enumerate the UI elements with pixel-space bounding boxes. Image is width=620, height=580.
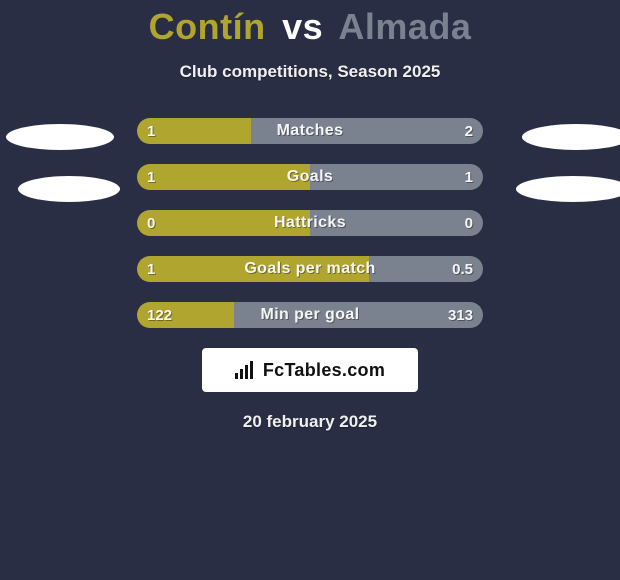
player2-badge-placeholder-2 — [516, 176, 620, 202]
player2-name: Almada — [338, 6, 471, 47]
stat-left-value: 122 — [137, 302, 182, 328]
player1-name: Contín — [149, 6, 266, 47]
stat-row: 1 2Matches — [137, 118, 483, 144]
stat-row: 1 0.5Goals per match — [137, 256, 483, 282]
stat-right-value: 1 — [455, 164, 483, 190]
player1-badge-placeholder-2 — [18, 176, 120, 202]
brand-text: FcTables.com — [263, 360, 385, 381]
stat-right-value: 313 — [438, 302, 483, 328]
stat-row: 1 1Goals — [137, 164, 483, 190]
comparison-title: Contín vs Almada — [0, 0, 620, 48]
subtitle: Club competitions, Season 2025 — [0, 62, 620, 82]
bar-chart-icon — [235, 361, 257, 379]
snapshot-date: 20 february 2025 — [0, 412, 620, 432]
stat-right-value: 0.5 — [442, 256, 483, 282]
vs-label: vs — [282, 6, 323, 47]
stat-label: Hattricks — [137, 210, 483, 236]
stat-left-value: 1 — [137, 256, 165, 282]
player2-badge-placeholder-1 — [522, 124, 620, 150]
stats-container: 12Matches11Goals00Hattricks10.5Goals per… — [137, 118, 483, 328]
stat-label: Matches — [137, 118, 483, 144]
stat-label: Min per goal — [137, 302, 483, 328]
stat-left-value: 1 — [137, 118, 165, 144]
stat-left-value: 0 — [137, 210, 165, 236]
stat-right-value: 0 — [455, 210, 483, 236]
brand-box: FcTables.com — [202, 348, 418, 392]
stat-row: 122 313Min per goal — [137, 302, 483, 328]
stat-label: Goals — [137, 164, 483, 190]
stat-row: 0 0Hattricks — [137, 210, 483, 236]
stat-label: Goals per match — [137, 256, 483, 282]
stat-right-value: 2 — [455, 118, 483, 144]
player1-badge-placeholder-1 — [6, 124, 114, 150]
stat-left-value: 1 — [137, 164, 165, 190]
